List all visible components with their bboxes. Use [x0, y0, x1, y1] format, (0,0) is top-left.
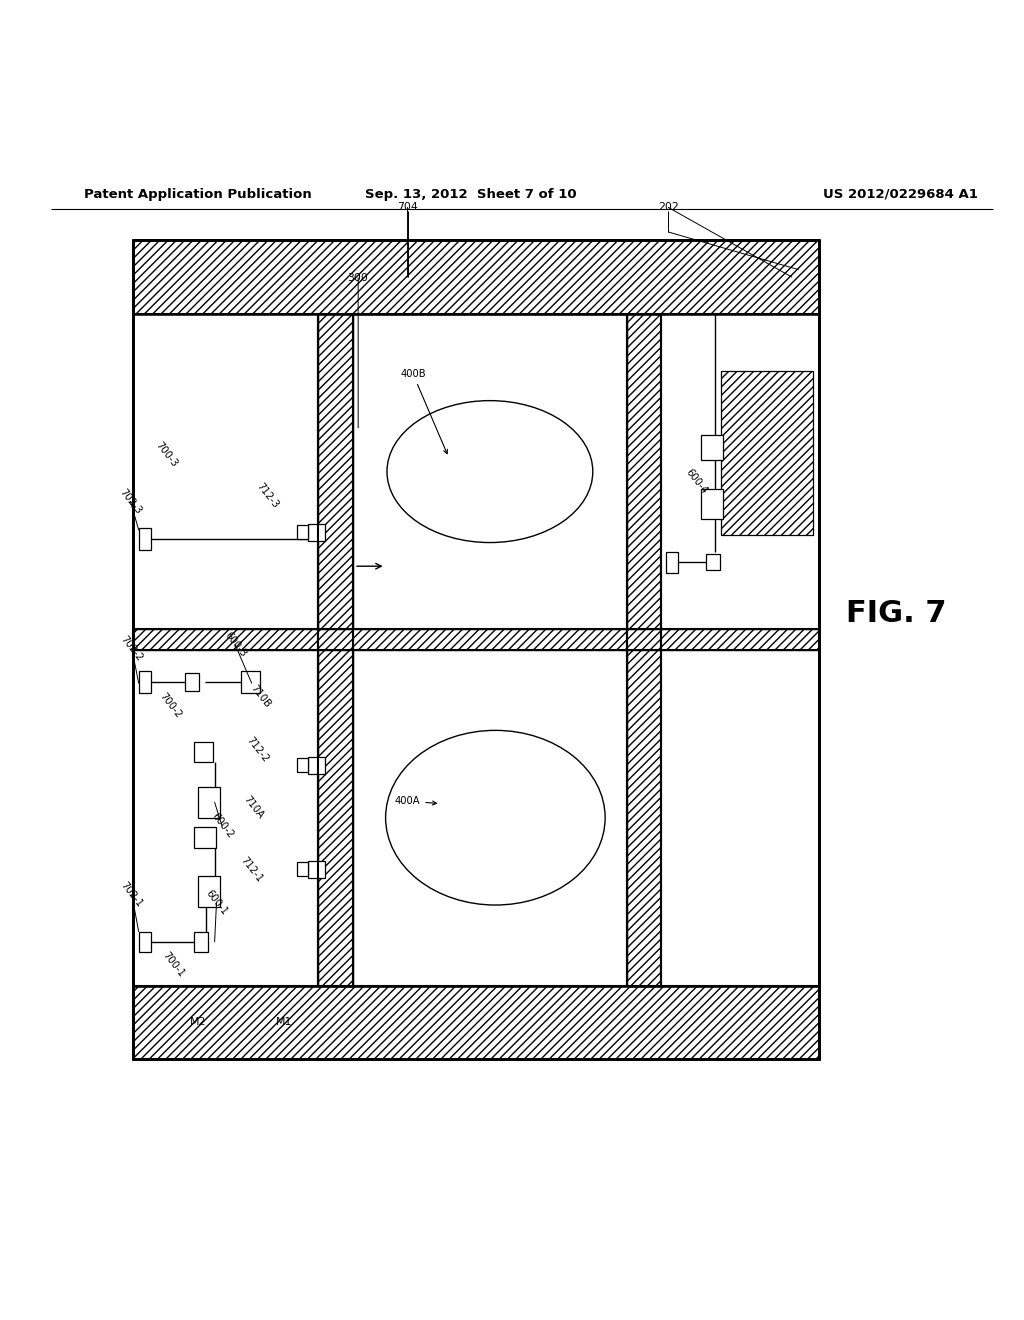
Text: 700-3: 700-3: [154, 441, 179, 469]
Text: 704: 704: [397, 202, 418, 213]
Text: 700-1: 700-1: [161, 950, 186, 979]
Bar: [297, 862, 308, 876]
Text: Patent Application Publication: Patent Application Publication: [84, 187, 311, 201]
Bar: [195, 828, 216, 847]
Text: Sep. 13, 2012  Sheet 7 of 10: Sep. 13, 2012 Sheet 7 of 10: [366, 187, 577, 201]
Text: M1: M1: [275, 1018, 292, 1027]
Bar: [198, 876, 220, 907]
Text: 600-4: 600-4: [683, 467, 709, 496]
Text: 712-1: 712-1: [239, 855, 264, 884]
Text: 400B: 400B: [400, 370, 447, 454]
Bar: [133, 314, 318, 630]
Bar: [721, 371, 813, 535]
Bar: [133, 240, 819, 314]
Text: 600-2: 600-2: [209, 812, 234, 841]
Bar: [297, 525, 308, 540]
Bar: [308, 756, 325, 774]
Bar: [297, 759, 308, 772]
Text: 600-1: 600-1: [204, 888, 229, 917]
Text: 712-2: 712-2: [244, 735, 270, 764]
Bar: [138, 528, 151, 550]
Bar: [195, 742, 213, 763]
Text: 202: 202: [657, 202, 679, 213]
Bar: [308, 524, 325, 541]
Ellipse shape: [387, 401, 593, 543]
Bar: [133, 649, 318, 986]
Bar: [706, 554, 721, 570]
Bar: [198, 787, 220, 817]
Bar: [667, 552, 679, 573]
Bar: [138, 932, 151, 952]
Text: US 2012/0229684 A1: US 2012/0229684 A1: [823, 187, 978, 201]
Bar: [318, 314, 352, 986]
Bar: [308, 861, 325, 878]
Bar: [133, 986, 819, 1060]
Bar: [185, 673, 199, 692]
Text: 700-2: 700-2: [158, 692, 183, 721]
Bar: [133, 240, 819, 1060]
Text: 400A: 400A: [394, 796, 436, 807]
Bar: [241, 671, 260, 693]
Bar: [627, 314, 662, 986]
Bar: [700, 436, 723, 459]
Bar: [662, 314, 819, 986]
Bar: [195, 932, 208, 952]
Text: 702-1: 702-1: [119, 880, 144, 909]
Text: M2: M2: [190, 1018, 207, 1027]
Text: 702-2: 702-2: [119, 634, 144, 663]
Text: FIG. 7: FIG. 7: [846, 599, 946, 628]
Bar: [700, 488, 723, 519]
Text: 712-3: 712-3: [254, 482, 281, 511]
Text: 710B: 710B: [249, 682, 272, 709]
Text: 710A: 710A: [242, 793, 265, 820]
Text: 600-3: 600-3: [222, 630, 248, 659]
Ellipse shape: [386, 730, 605, 906]
Bar: [138, 671, 151, 693]
Text: 300: 300: [348, 273, 369, 282]
Text: 702-3: 702-3: [118, 487, 143, 516]
Bar: [133, 630, 819, 649]
